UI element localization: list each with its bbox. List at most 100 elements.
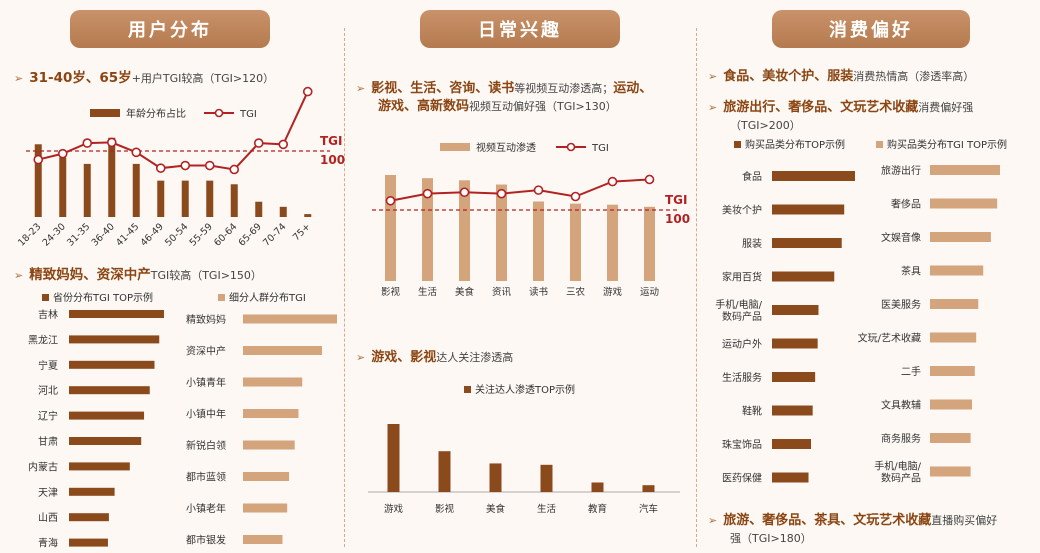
hobby-bar	[422, 178, 433, 281]
age-tgi-line	[38, 91, 309, 171]
age-bar	[59, 157, 67, 217]
crowd-bar	[243, 535, 283, 544]
hobby-tgi-point	[459, 187, 470, 198]
age-bar	[83, 163, 91, 217]
age-tgi-point	[57, 148, 68, 159]
age-tgi-point	[155, 163, 166, 173]
age-tick-label: 31-35	[65, 221, 92, 248]
hobby-tgi-point	[607, 176, 618, 187]
kol-tick-label: 汽车	[639, 503, 658, 515]
hobby-tgi-point	[570, 191, 581, 202]
age-tick-label: 75+	[291, 221, 313, 243]
hobby-tick-label: 读书	[529, 286, 549, 298]
hobby-reference-value: 100	[665, 212, 690, 226]
hobby-legend-label: TGI	[591, 143, 609, 154]
buytgi-category-label: 奢侈品	[891, 198, 921, 211]
kol-tick-label: 影视	[435, 503, 455, 515]
province-category-label: 山西	[38, 512, 58, 524]
column-divider-right	[696, 28, 697, 547]
arrow-icon: ➢	[708, 101, 718, 114]
age-tick-label: 24-30	[41, 221, 68, 248]
buy-bar	[772, 372, 816, 382]
buy-bar	[772, 439, 812, 449]
crowd-bar	[243, 346, 322, 355]
province-category-label: 青海	[38, 537, 58, 550]
province-bar	[69, 513, 109, 522]
age-bar	[132, 163, 140, 217]
province-bar	[69, 335, 160, 344]
province-category-label: 辽宁	[38, 410, 58, 423]
buytgi-bar	[930, 198, 998, 209]
buytgi-legend-swatch	[876, 141, 883, 148]
buytgi-bar	[930, 299, 979, 309]
hobby-tick-label: 影视	[381, 286, 401, 298]
hobby-bar	[570, 203, 581, 281]
age-legend-tgi-marker	[214, 108, 224, 118]
hobby-tgi-point	[533, 185, 544, 195]
hobby-tick-label: 运动	[640, 287, 659, 298]
arrow-icon: ➢	[356, 351, 366, 364]
buy-category-label: 鞋靴	[742, 405, 762, 418]
age-bar	[34, 144, 42, 217]
buytgi-category-label: 文具教辅	[881, 399, 921, 412]
crowd-legend-label: 细分人群分布TGI	[229, 291, 306, 304]
hobby-tgi-point	[385, 195, 396, 206]
section-title-daily-interest: 日常兴趣	[420, 10, 620, 48]
age-bar	[181, 180, 189, 217]
buy-bar	[772, 305, 819, 315]
kol-legend-label: 关注达人渗透TOP示例	[475, 383, 575, 396]
age-tgi-point	[106, 137, 117, 148]
buytgi-category-label: 二手	[901, 365, 921, 378]
province-bar	[69, 437, 142, 445]
hobby-bar	[644, 206, 655, 281]
crowd-bar	[243, 472, 290, 481]
province-category-label: 河北	[38, 385, 58, 397]
buytgi-category-label: 商务服务	[881, 432, 921, 445]
age-bar	[230, 184, 238, 217]
kol-bar	[540, 464, 553, 492]
age-tick-label: 50-54	[163, 221, 190, 248]
buy-category-label: 运动户外	[722, 338, 762, 351]
buytgi-category-label: 手机/电脑/	[874, 460, 921, 473]
crowd-bar	[243, 377, 303, 387]
hobby-bar	[496, 184, 507, 281]
crowd-category-label: 都市蓝领	[186, 471, 226, 484]
age-tgi-point	[278, 139, 289, 150]
buy-bar	[772, 238, 842, 248]
hobby-tick-label: 生活	[418, 286, 438, 298]
crowd-bar	[243, 409, 299, 418]
age-tgi-point	[253, 138, 264, 148]
buytgi-category-label: 文玩/艺术收藏	[858, 332, 921, 345]
buytgi-bar	[930, 232, 991, 242]
age-tick-label: 60-64	[212, 221, 239, 248]
age-tgi-point	[131, 147, 142, 158]
buytgi-bar	[930, 366, 975, 376]
age-bar	[206, 180, 214, 217]
age-tgi-point	[33, 154, 44, 165]
buytgi-bar	[930, 466, 971, 477]
kol-bar	[438, 451, 451, 492]
hobby-tgi-point	[496, 188, 507, 199]
age-bar	[108, 137, 116, 217]
hobby-tgi-point	[422, 188, 433, 199]
buy-category-label: 服装	[742, 237, 762, 250]
kol-tick-label: 教育	[588, 503, 607, 515]
headline-consume-heat: ➢ 食品、美妆个护、服装消费热情高（渗透率高）	[708, 69, 975, 84]
kol-tick-label: 生活	[537, 503, 557, 515]
province-category-label: 黑龙江	[28, 333, 58, 346]
buy-category-label: 医药保健	[722, 472, 762, 485]
crowd-category-label: 精致妈妈	[186, 313, 226, 326]
buy-category-label: 家用百货	[722, 271, 762, 284]
arrow-icon: ➢	[14, 269, 24, 282]
kol-bar	[591, 482, 604, 492]
age-tgi-point	[302, 86, 313, 97]
crowd-category-label: 小镇老年	[186, 502, 226, 515]
age-tick-label: 70-74	[261, 221, 288, 248]
buytgi-bar	[930, 332, 977, 343]
hobby-tick-label: 三农	[566, 286, 586, 298]
buy-category-label: 手机/电脑/	[715, 298, 762, 311]
age-tick-label: 46-49	[139, 221, 166, 248]
age-tgi-point	[229, 164, 240, 175]
age-tick-label: 18-23	[16, 221, 43, 248]
buy-category-label: 珠宝饰品	[722, 438, 762, 451]
